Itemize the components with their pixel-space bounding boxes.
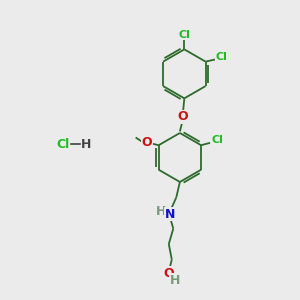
Text: N: N	[165, 208, 175, 221]
Text: H: H	[169, 274, 180, 287]
Text: H: H	[156, 205, 167, 218]
Text: Cl: Cl	[211, 135, 223, 146]
Text: Cl: Cl	[216, 52, 228, 62]
Text: O: O	[141, 136, 152, 149]
Text: O: O	[178, 110, 188, 123]
Text: Cl: Cl	[57, 137, 70, 151]
Text: O: O	[163, 267, 173, 280]
Text: H: H	[81, 137, 91, 151]
Text: Cl: Cl	[178, 30, 190, 40]
